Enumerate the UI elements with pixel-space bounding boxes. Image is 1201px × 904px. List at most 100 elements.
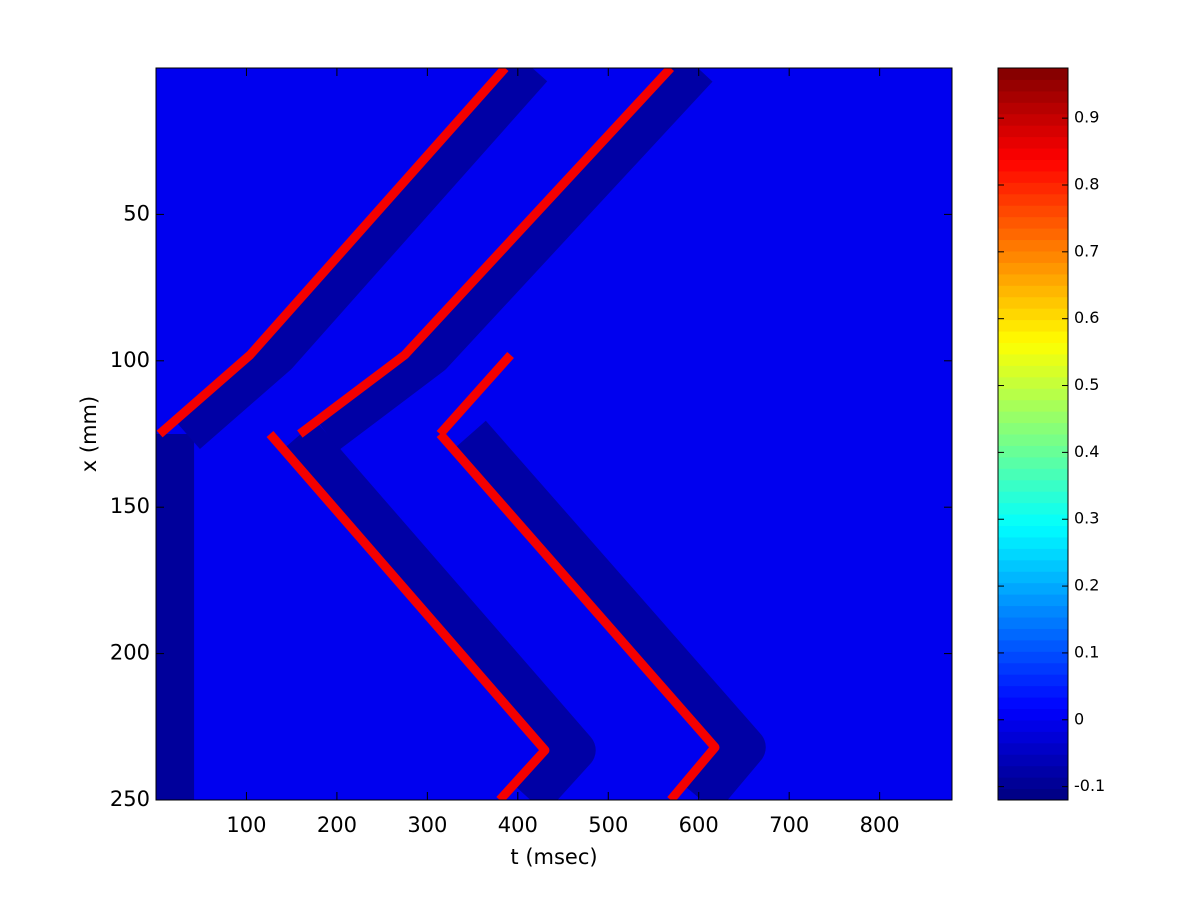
colorbar-step — [998, 639, 1068, 652]
colorbar-step — [998, 216, 1068, 229]
x-tick-label: 600 — [679, 813, 719, 837]
colorbar-step — [998, 399, 1068, 412]
colorbar-step — [998, 422, 1068, 435]
colorbar-step — [998, 719, 1068, 732]
colorbar-step — [998, 502, 1068, 515]
colorbar-step — [998, 434, 1068, 446]
colorbar-step — [998, 651, 1068, 664]
colorbar-tick-label: 0.5 — [1074, 375, 1099, 394]
colorbar-step — [998, 685, 1068, 698]
colorbar-tick-label: 0.8 — [1074, 174, 1099, 193]
colorbar-step — [998, 788, 1068, 801]
colorbar-step — [998, 479, 1068, 492]
colorbar-step — [998, 468, 1068, 481]
colorbar-step — [998, 353, 1068, 366]
colorbar-step — [998, 308, 1068, 321]
colorbar-step — [998, 239, 1068, 252]
y-tick-label: 50 — [123, 201, 150, 225]
colorbar-step — [998, 548, 1068, 561]
heatmap-band — [173, 68, 548, 450]
x-tick-label: 200 — [317, 813, 357, 837]
x-tick-label: 300 — [407, 813, 447, 837]
x-axis-label: t (msec) — [510, 845, 597, 869]
heatmap-band — [455, 420, 766, 800]
y-tick-label: 200 — [110, 641, 150, 665]
colorbar-frame — [997, 67, 1069, 801]
colorbar-step — [998, 159, 1068, 172]
colorbar-step — [998, 365, 1068, 378]
colorbar-step — [998, 113, 1068, 126]
plot-frame — [155, 67, 953, 801]
colorbar-step — [998, 342, 1068, 355]
colorbar-step — [998, 148, 1068, 160]
colorbar-step — [998, 674, 1068, 687]
colorbar-step — [998, 376, 1068, 389]
colorbar-tick-label: 0.4 — [1074, 442, 1099, 461]
colorbar-step — [998, 68, 1068, 80]
heatmap-trace — [297, 68, 674, 438]
heatmap-trace — [266, 431, 550, 800]
colorbar-step — [998, 285, 1068, 298]
colorbar-step — [998, 273, 1068, 286]
colorbar-step — [998, 571, 1068, 584]
colorbar-tick-label: 0.6 — [1074, 308, 1099, 327]
heatmap-trace — [156, 68, 509, 438]
colorbar-tick-label: 0 — [1074, 709, 1084, 728]
colorbar-step — [998, 262, 1068, 275]
heatmap-trace — [436, 431, 720, 800]
x-tick-label: 100 — [226, 813, 266, 837]
colorbar-step — [998, 708, 1068, 721]
colorbar-tick-label: -0.1 — [1074, 776, 1105, 795]
colorbar-step — [998, 617, 1068, 629]
colorbar-step — [998, 296, 1068, 309]
x-tick-label: 800 — [860, 813, 900, 837]
colorbar-step — [998, 662, 1068, 675]
x-tick-label: 400 — [498, 813, 538, 837]
colorbar-step — [998, 731, 1068, 744]
heatmap-trace — [436, 351, 514, 437]
colorbar-step — [998, 251, 1068, 263]
colorbar-step — [998, 445, 1068, 458]
colorbar-step — [998, 205, 1068, 218]
colorbar-step — [998, 79, 1068, 92]
colorbar-step — [998, 777, 1068, 790]
colorbar-step — [998, 388, 1068, 401]
colorbar-tick-label: 0.2 — [1074, 576, 1099, 595]
heatmap-band — [285, 420, 596, 800]
colorbar-step — [998, 525, 1068, 538]
y-axis-label: x (mm) — [77, 396, 101, 472]
colorbar-step — [998, 514, 1068, 526]
colorbar-step — [998, 628, 1068, 641]
colorbar-tick-label: 0.3 — [1074, 509, 1099, 528]
colorbar-step — [998, 170, 1068, 183]
colorbar-step — [998, 536, 1068, 549]
y-tick-label: 150 — [110, 494, 150, 518]
colorbar-step — [998, 582, 1068, 595]
colorbar-step — [998, 754, 1068, 767]
colorbar-step — [998, 456, 1068, 469]
colorbar-step — [998, 491, 1068, 504]
x-tick-label: 700 — [769, 813, 809, 837]
colorbar-step — [998, 742, 1068, 755]
colorbar-step — [998, 102, 1068, 115]
x-tick-label: 500 — [588, 813, 628, 837]
colorbar-step — [998, 605, 1068, 618]
plot-area — [156, 68, 952, 800]
colorbar-step — [998, 697, 1068, 709]
colorbar-tick-label: 0.1 — [1074, 642, 1099, 661]
colorbar-step — [998, 319, 1068, 332]
colorbar-step — [998, 228, 1068, 241]
colorbar-step — [998, 136, 1068, 149]
colorbar-tick-label: 0.7 — [1074, 241, 1099, 260]
colorbar-step — [998, 182, 1068, 195]
colorbar-step — [998, 559, 1068, 572]
y-tick-label: 250 — [110, 787, 150, 811]
heatmap-band — [314, 68, 713, 450]
colorbar-step — [998, 193, 1068, 206]
colorbar-step — [998, 90, 1068, 103]
colorbar-step — [998, 125, 1068, 138]
colorbar-step — [998, 594, 1068, 607]
colorbar-step — [998, 765, 1068, 778]
y-tick-label: 100 — [110, 348, 150, 372]
